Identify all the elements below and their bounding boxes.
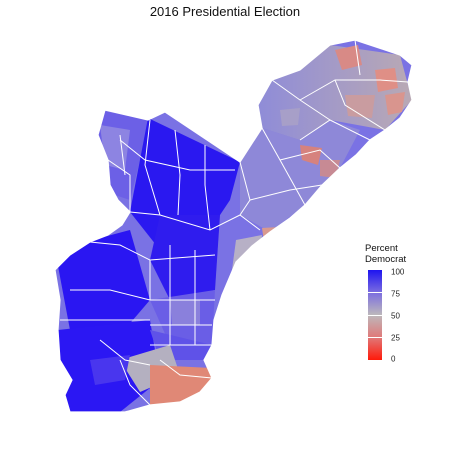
legend-title-line2: Democrat bbox=[365, 254, 407, 265]
region-lower-northeast bbox=[240, 120, 360, 232]
legend-tick-mark bbox=[368, 337, 382, 338]
legend-tick-label: 50 bbox=[391, 311, 400, 321]
color-legend: Percent Democrat 100 75 50 25 0 bbox=[365, 243, 435, 364]
legend-tick-mark bbox=[368, 292, 382, 293]
legend-title: Percent Democrat bbox=[365, 243, 435, 265]
city-boundary bbox=[54, 39, 413, 413]
region-river-wards bbox=[262, 226, 296, 255]
map-title: 2016 Presidential Election bbox=[149, 4, 301, 19]
legend-tick-label: 25 bbox=[391, 333, 400, 343]
legend-tick-label: 0 bbox=[391, 354, 396, 364]
map-regions bbox=[55, 40, 412, 412]
legend-tick-label: 100 bbox=[391, 267, 405, 277]
ward-boundaries bbox=[60, 39, 409, 406]
region-navy-yard bbox=[150, 365, 212, 405]
legend-tick-label: 75 bbox=[391, 289, 400, 299]
region-west-philadelphia bbox=[55, 230, 150, 335]
legend-tick-mark bbox=[368, 315, 382, 316]
legend-title-line1: Percent bbox=[365, 243, 398, 254]
